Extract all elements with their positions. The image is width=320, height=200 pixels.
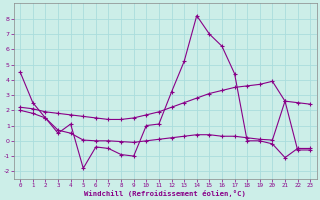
X-axis label: Windchill (Refroidissement éolien,°C): Windchill (Refroidissement éolien,°C) [84, 190, 246, 197]
